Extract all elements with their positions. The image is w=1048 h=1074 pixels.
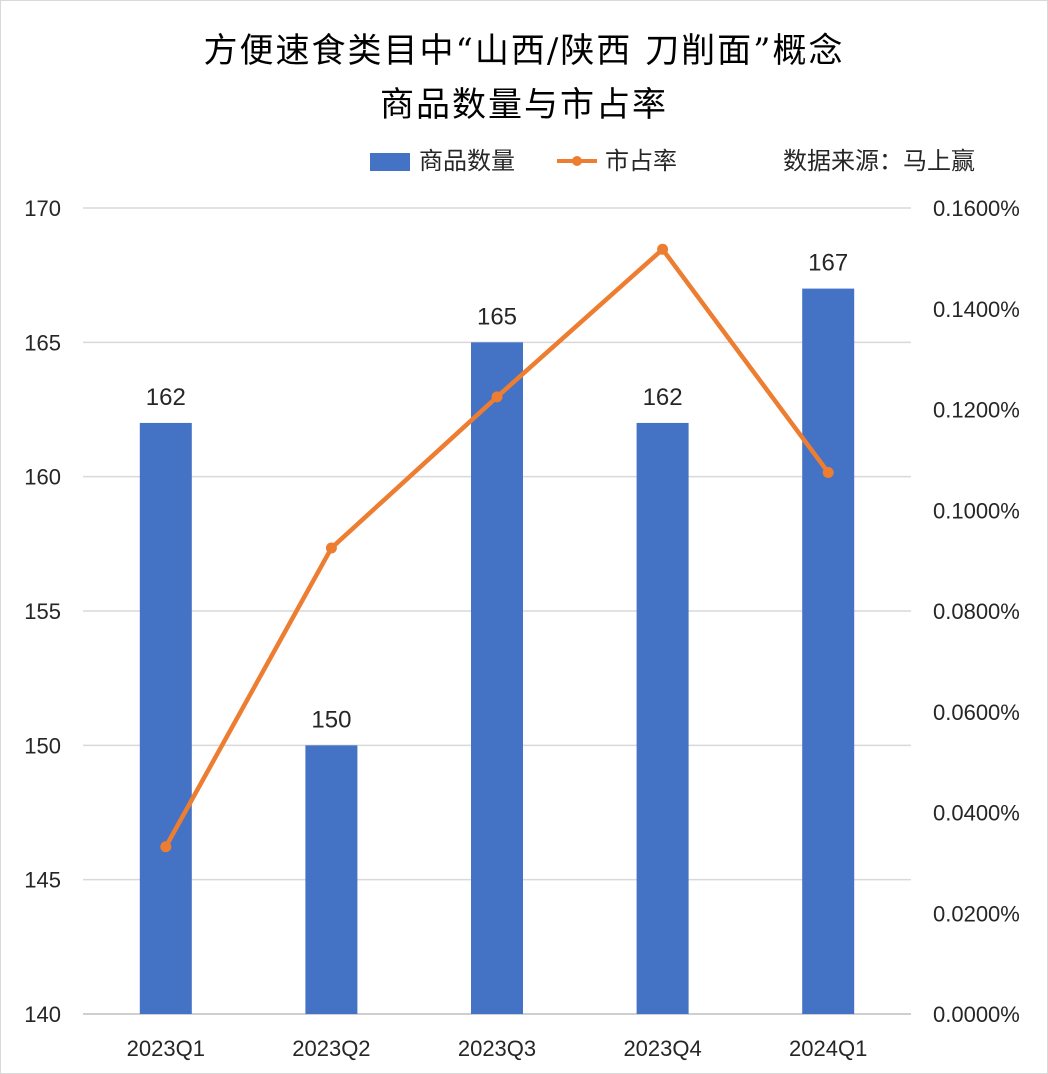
- legend-label-line: 市占率: [605, 147, 677, 175]
- market-share-point-2024Q1: [822, 466, 834, 478]
- bar-2023Q1: [139, 422, 192, 1014]
- y-right-tick-label-0: 0.1600%: [933, 196, 1020, 221]
- y-right-tick-label-4: 0.0800%: [933, 599, 1020, 624]
- bar-2023Q3: [471, 342, 523, 1014]
- legend-swatch-line: [557, 156, 597, 166]
- bar-2024Q1: [802, 288, 855, 1015]
- bar-2023Q2: [305, 745, 358, 1014]
- bar-data-label-2023Q1: 162: [146, 384, 186, 411]
- y-left-tick-label-145: 145: [24, 868, 61, 893]
- y-right-tick-label-7: 0.0200%: [933, 901, 1020, 926]
- x-tick-label-2023Q2: 2023Q2: [292, 1036, 370, 1061]
- y-left-tick-label-140: 140: [24, 1002, 61, 1027]
- y-left-tick-label-155: 155: [24, 599, 61, 624]
- y-left-tick-label-150: 150: [24, 733, 61, 758]
- source-note: 数据来源：马上赢: [783, 147, 975, 175]
- legend-label-bar: 商品数量: [419, 147, 515, 175]
- x-tick-label-2023Q4: 2023Q4: [623, 1036, 701, 1061]
- chart-title-line-2: 商品数量与市占率: [380, 85, 668, 125]
- bar-data-label-2024Q1: 167: [808, 250, 848, 277]
- market-share-point-2023Q4: [657, 243, 669, 255]
- chart-title-line-1: 方便速食类目中“山西/陕西 刀削面”概念: [203, 31, 845, 71]
- bar-2023Q4: [636, 422, 689, 1014]
- x-tick-label-2023Q1: 2023Q1: [127, 1036, 205, 1061]
- y-right-tick-label-1: 0.1400%: [933, 297, 1020, 322]
- y-left-tick-label-165: 165: [24, 330, 61, 355]
- y-left-tick-label-170: 170: [24, 196, 61, 221]
- y-right-tick-label-6: 0.0400%: [933, 801, 1020, 826]
- bar-data-label-2023Q3: 165: [477, 303, 517, 330]
- y-left-tick-label-160: 160: [24, 465, 61, 490]
- y-right-tick-label-8: 0.0000%: [933, 1002, 1020, 1027]
- bar-data-label-2023Q2: 150: [311, 706, 351, 733]
- market-share-point-2023Q1: [160, 841, 172, 853]
- x-tick-label-2024Q1: 2024Q1: [789, 1036, 867, 1061]
- y-right-tick-label-5: 0.0600%: [933, 700, 1020, 725]
- legend-swatch-bar: [370, 153, 410, 171]
- y-right-tick-label-2: 0.1200%: [933, 398, 1020, 423]
- market-share-point-2023Q3: [491, 391, 503, 403]
- x-tick-label-2023Q3: 2023Q3: [458, 1036, 536, 1061]
- y-right-tick-label-3: 0.1000%: [933, 498, 1020, 523]
- market-share-point-2023Q2: [325, 542, 337, 554]
- bar-data-label-2023Q4: 162: [643, 384, 683, 411]
